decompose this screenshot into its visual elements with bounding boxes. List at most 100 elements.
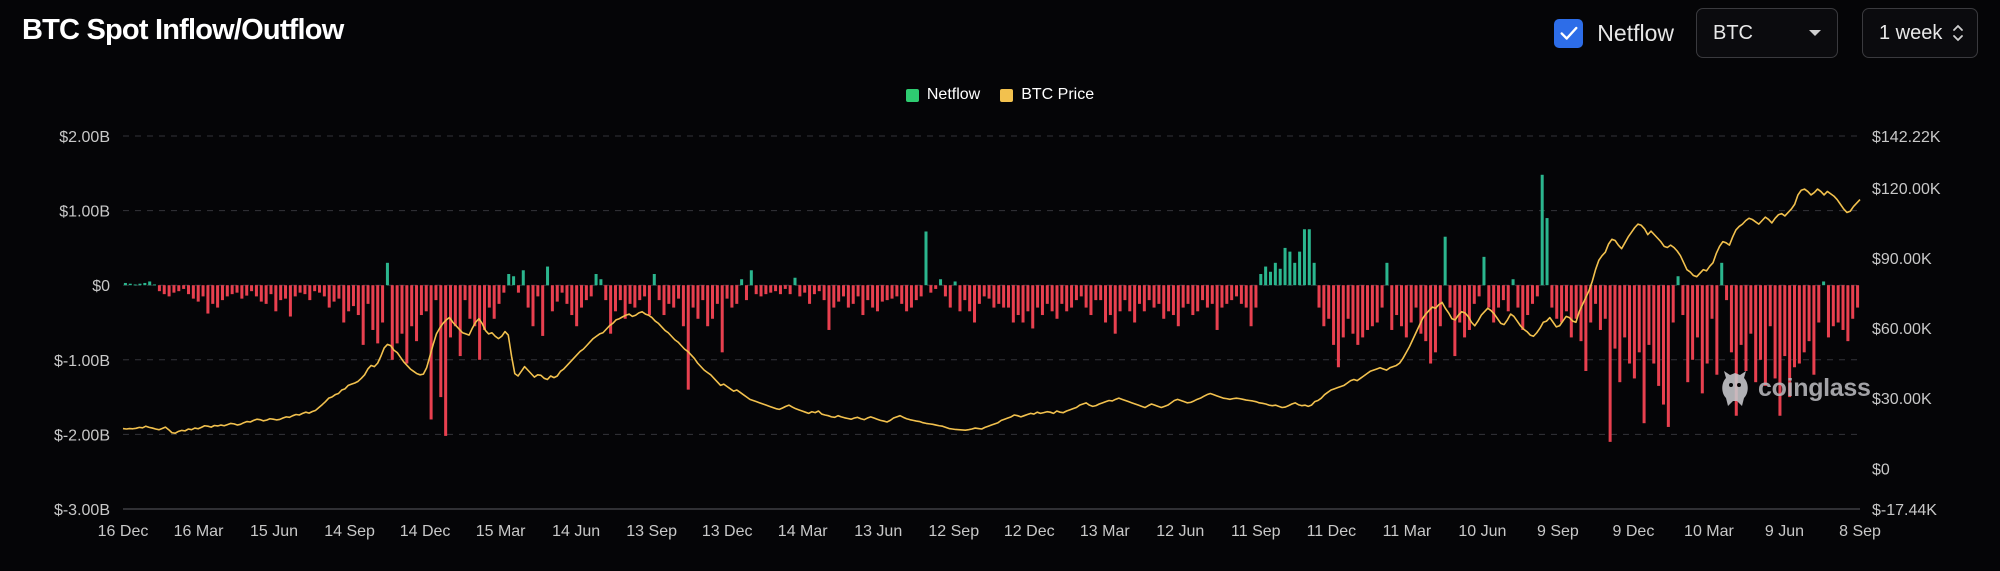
legend-label-btc-price: BTC Price bbox=[1021, 86, 1095, 103]
left-tick-label: $-1.00B bbox=[54, 353, 110, 370]
netflow-bar bbox=[1506, 285, 1510, 312]
netflow-bar bbox=[788, 285, 792, 295]
netflow-bar bbox=[1739, 285, 1743, 345]
netflow-toggle[interactable]: Netflow bbox=[1554, 18, 1674, 48]
netflow-bar bbox=[919, 285, 923, 297]
netflow-bar bbox=[778, 285, 782, 295]
netflow-bar bbox=[385, 262, 389, 286]
netflow-bar bbox=[1715, 285, 1719, 375]
netflow-bar bbox=[458, 285, 462, 357]
x-tick-label: 11 Dec bbox=[1307, 523, 1357, 540]
netflow-bar bbox=[1065, 285, 1069, 312]
netflow-bar bbox=[735, 285, 739, 304]
netflow-bar bbox=[958, 285, 962, 312]
netflow-bar bbox=[259, 285, 263, 302]
netflow-bar bbox=[211, 285, 215, 304]
netflow-bar bbox=[749, 270, 753, 286]
netflow-bar bbox=[419, 285, 423, 316]
x-tick-label: 9 Sep bbox=[1537, 523, 1579, 540]
netflow-bar bbox=[254, 285, 258, 297]
netflow-bar bbox=[647, 285, 651, 316]
netflow-bar bbox=[507, 274, 511, 286]
netflow-bar bbox=[1351, 285, 1355, 334]
netflow-bar bbox=[575, 285, 579, 327]
netflow-bar bbox=[1725, 285, 1729, 301]
chart-controls: Netflow BTC 1 week bbox=[1554, 7, 1978, 59]
netflow-checkbox[interactable] bbox=[1554, 18, 1584, 48]
netflow-bar bbox=[1050, 285, 1054, 312]
chart-legend: Netflow BTC Price bbox=[0, 86, 2000, 104]
netflow-bar bbox=[492, 285, 496, 319]
netflow-bar bbox=[1181, 285, 1185, 308]
netflow-bar bbox=[1346, 285, 1350, 319]
netflow-bar bbox=[342, 285, 346, 323]
netflow-bar bbox=[453, 285, 457, 327]
netflow-bar bbox=[1414, 285, 1418, 308]
netflow-bar bbox=[1167, 285, 1171, 312]
netflow-bar bbox=[157, 285, 161, 292]
coin-select[interactable]: BTC bbox=[1696, 8, 1838, 58]
netflow-bar bbox=[546, 266, 550, 286]
netflow-bar bbox=[1710, 285, 1714, 319]
netflow-bar bbox=[589, 285, 593, 297]
netflow-bar bbox=[672, 285, 676, 308]
netflow-bar bbox=[1521, 285, 1525, 330]
netflow-bar bbox=[1812, 285, 1816, 375]
netflow-bar bbox=[691, 285, 695, 308]
netflow-bar bbox=[866, 285, 870, 301]
netflow-bar bbox=[1225, 285, 1229, 304]
netflow-bar bbox=[1477, 285, 1481, 297]
netflow-bar bbox=[230, 285, 234, 295]
netflow-bar bbox=[1356, 285, 1360, 345]
netflow-bar bbox=[1404, 285, 1408, 338]
x-tick-label: 12 Dec bbox=[1004, 523, 1055, 540]
netflow-bar bbox=[361, 285, 365, 345]
netflow-bar bbox=[982, 285, 986, 297]
netflow-bar bbox=[177, 285, 181, 292]
netflow-bar bbox=[1196, 285, 1200, 312]
netflow-bar bbox=[613, 285, 617, 312]
netflow-bar bbox=[1409, 285, 1413, 323]
netflow-bar bbox=[1686, 285, 1690, 383]
netflow-bar bbox=[1137, 285, 1141, 304]
netflow-bar bbox=[1822, 281, 1826, 286]
netflow-bar bbox=[444, 285, 448, 436]
netflow-bar bbox=[730, 285, 734, 308]
netflow-bar bbox=[618, 285, 622, 301]
netflow-bar bbox=[1603, 285, 1607, 319]
netflow-bar bbox=[1045, 285, 1049, 304]
netflow-bar bbox=[1666, 285, 1670, 427]
netflow-bar bbox=[220, 285, 224, 301]
netflow-bar bbox=[1399, 285, 1403, 327]
netflow-bar bbox=[293, 285, 297, 297]
netflow-bar bbox=[182, 285, 186, 289]
legend-item-btc-price[interactable]: BTC Price bbox=[1000, 86, 1094, 104]
legend-item-netflow[interactable]: Netflow bbox=[905, 86, 980, 104]
netflow-bar bbox=[1579, 285, 1583, 342]
netflow-bar bbox=[1555, 285, 1559, 319]
netflow-bar bbox=[1492, 285, 1496, 323]
netflow-bar bbox=[1094, 285, 1098, 301]
netflow-bar bbox=[968, 285, 972, 312]
netflow-bar bbox=[497, 285, 501, 304]
netflow-bar bbox=[914, 285, 918, 301]
x-tick-label: 15 Jun bbox=[250, 523, 298, 540]
netflow-bar bbox=[400, 285, 404, 334]
netflow-bar bbox=[1118, 285, 1122, 312]
netflow-bar bbox=[153, 284, 157, 286]
btc-price-line bbox=[122, 188, 1861, 435]
period-select[interactable]: 1 week bbox=[1862, 8, 1978, 58]
netflow-bar bbox=[288, 285, 292, 317]
netflow-bar bbox=[1302, 229, 1306, 286]
netflow-bar bbox=[885, 285, 889, 301]
netflow-bar bbox=[1792, 285, 1796, 368]
x-tick-label: 9 Jun bbox=[1765, 523, 1804, 540]
netflow-bar bbox=[609, 285, 613, 334]
netflow-bar bbox=[356, 285, 360, 316]
left-tick-label: $-2.00B bbox=[54, 427, 110, 444]
page-title: BTC Spot Inflow/Outflow bbox=[22, 14, 344, 46]
netflow-bar bbox=[1671, 285, 1675, 323]
netflow-bar bbox=[1589, 285, 1593, 323]
netflow-bar bbox=[997, 285, 1001, 304]
netflow-bar bbox=[487, 285, 491, 308]
